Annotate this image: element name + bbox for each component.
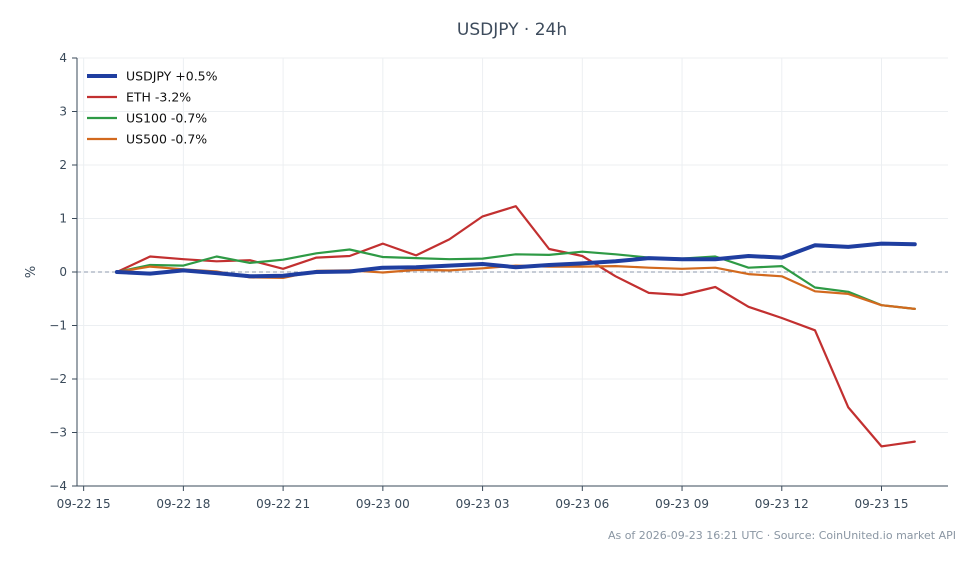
- y-axis-title: %: [24, 266, 39, 278]
- footer-note: As of 2026-09-23 16:21 UTC · Source: Coi…: [607, 529, 956, 542]
- y-tick-label: 1: [59, 212, 67, 226]
- legend-label-0: USDJPY +0.5%: [126, 69, 218, 84]
- x-tick-label: 09-23 00: [356, 497, 410, 511]
- x-tick-label: 09-22 18: [156, 497, 210, 511]
- y-tick-label: −4: [49, 479, 67, 493]
- series-line-0: [114, 241, 917, 279]
- x-tick-label: 09-23 09: [655, 497, 709, 511]
- y-tick-label: 3: [59, 105, 67, 119]
- y-tick-label: 4: [59, 51, 67, 65]
- x-tick-label: 09-23 03: [456, 497, 510, 511]
- chart-title: USDJPY · 24h: [456, 20, 568, 40]
- y-tick-label: −2: [49, 372, 67, 386]
- legend-label-1: ETH -3.2%: [126, 90, 191, 105]
- x-tick-label: 09-23 06: [555, 497, 609, 511]
- x-tick-label: 09-22 15: [57, 497, 111, 511]
- series-lines: [114, 205, 917, 448]
- series-line-2: [115, 248, 916, 310]
- y-tick-label: −1: [49, 319, 67, 333]
- x-tick-label: 09-22 21: [256, 497, 310, 511]
- y-tick-label: 0: [59, 265, 67, 279]
- y-tick-label: 2: [59, 158, 67, 172]
- y-tick-label: −3: [49, 426, 67, 440]
- legend-label-3: US500 -0.7%: [126, 132, 207, 147]
- legend: USDJPY +0.5% ETH -3.2% US100 -0.7% US500 -0…: [87, 69, 218, 147]
- axes: −4 −3 −2 −1 0 1 2 3 4 09-22 15 09-22 18 09-22 21 09-…: [24, 51, 948, 511]
- legend-label-2: US100 -0.7%: [126, 111, 207, 126]
- x-tick-label: 09-23 15: [855, 497, 909, 511]
- x-tick-label: 09-23 12: [755, 497, 809, 511]
- series-line-1: [115, 205, 916, 448]
